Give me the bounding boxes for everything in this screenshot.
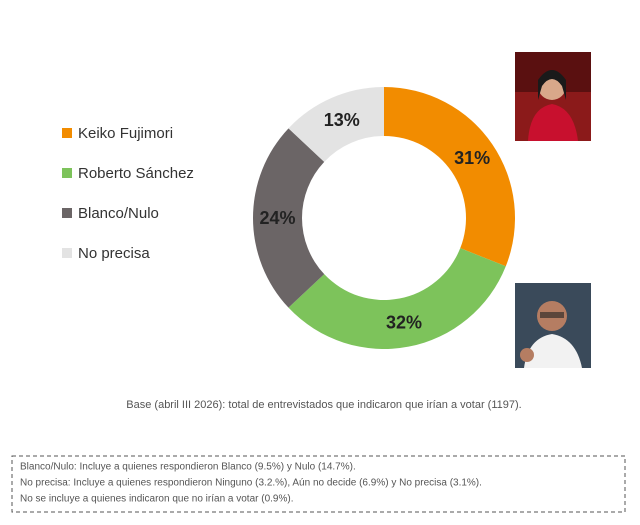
value-label: 32% — [386, 312, 422, 332]
legend-swatch — [62, 248, 72, 258]
note: No se incluye a quienes indicaron que no… — [20, 494, 294, 505]
donut-segment — [288, 87, 384, 162]
legend-label: Blanco/Nulo — [78, 205, 159, 222]
legend-swatch — [62, 168, 72, 178]
legend-label: No precisa — [78, 245, 150, 262]
note: Blanco/Nulo: Incluye a quienes respondie… — [20, 462, 356, 473]
value-label: 24% — [259, 208, 295, 228]
note: No precisa: Incluye a quienes respondier… — [20, 478, 482, 489]
legend-label: Roberto Sánchez — [78, 165, 194, 182]
donut-segment — [384, 87, 515, 267]
photo-top — [515, 52, 591, 141]
legend-swatch — [62, 208, 72, 218]
value-label: 31% — [454, 148, 490, 168]
donut-segment — [252, 128, 325, 308]
legend-swatch — [62, 128, 72, 138]
notes-box — [11, 455, 626, 513]
photo-bottom — [515, 283, 591, 368]
donut-segment — [288, 248, 506, 349]
legend-label: Keiko Fujimori — [78, 125, 173, 142]
caption: Base (abril III 2026): total de entrevis… — [126, 399, 521, 411]
value-label: 13% — [324, 110, 360, 130]
